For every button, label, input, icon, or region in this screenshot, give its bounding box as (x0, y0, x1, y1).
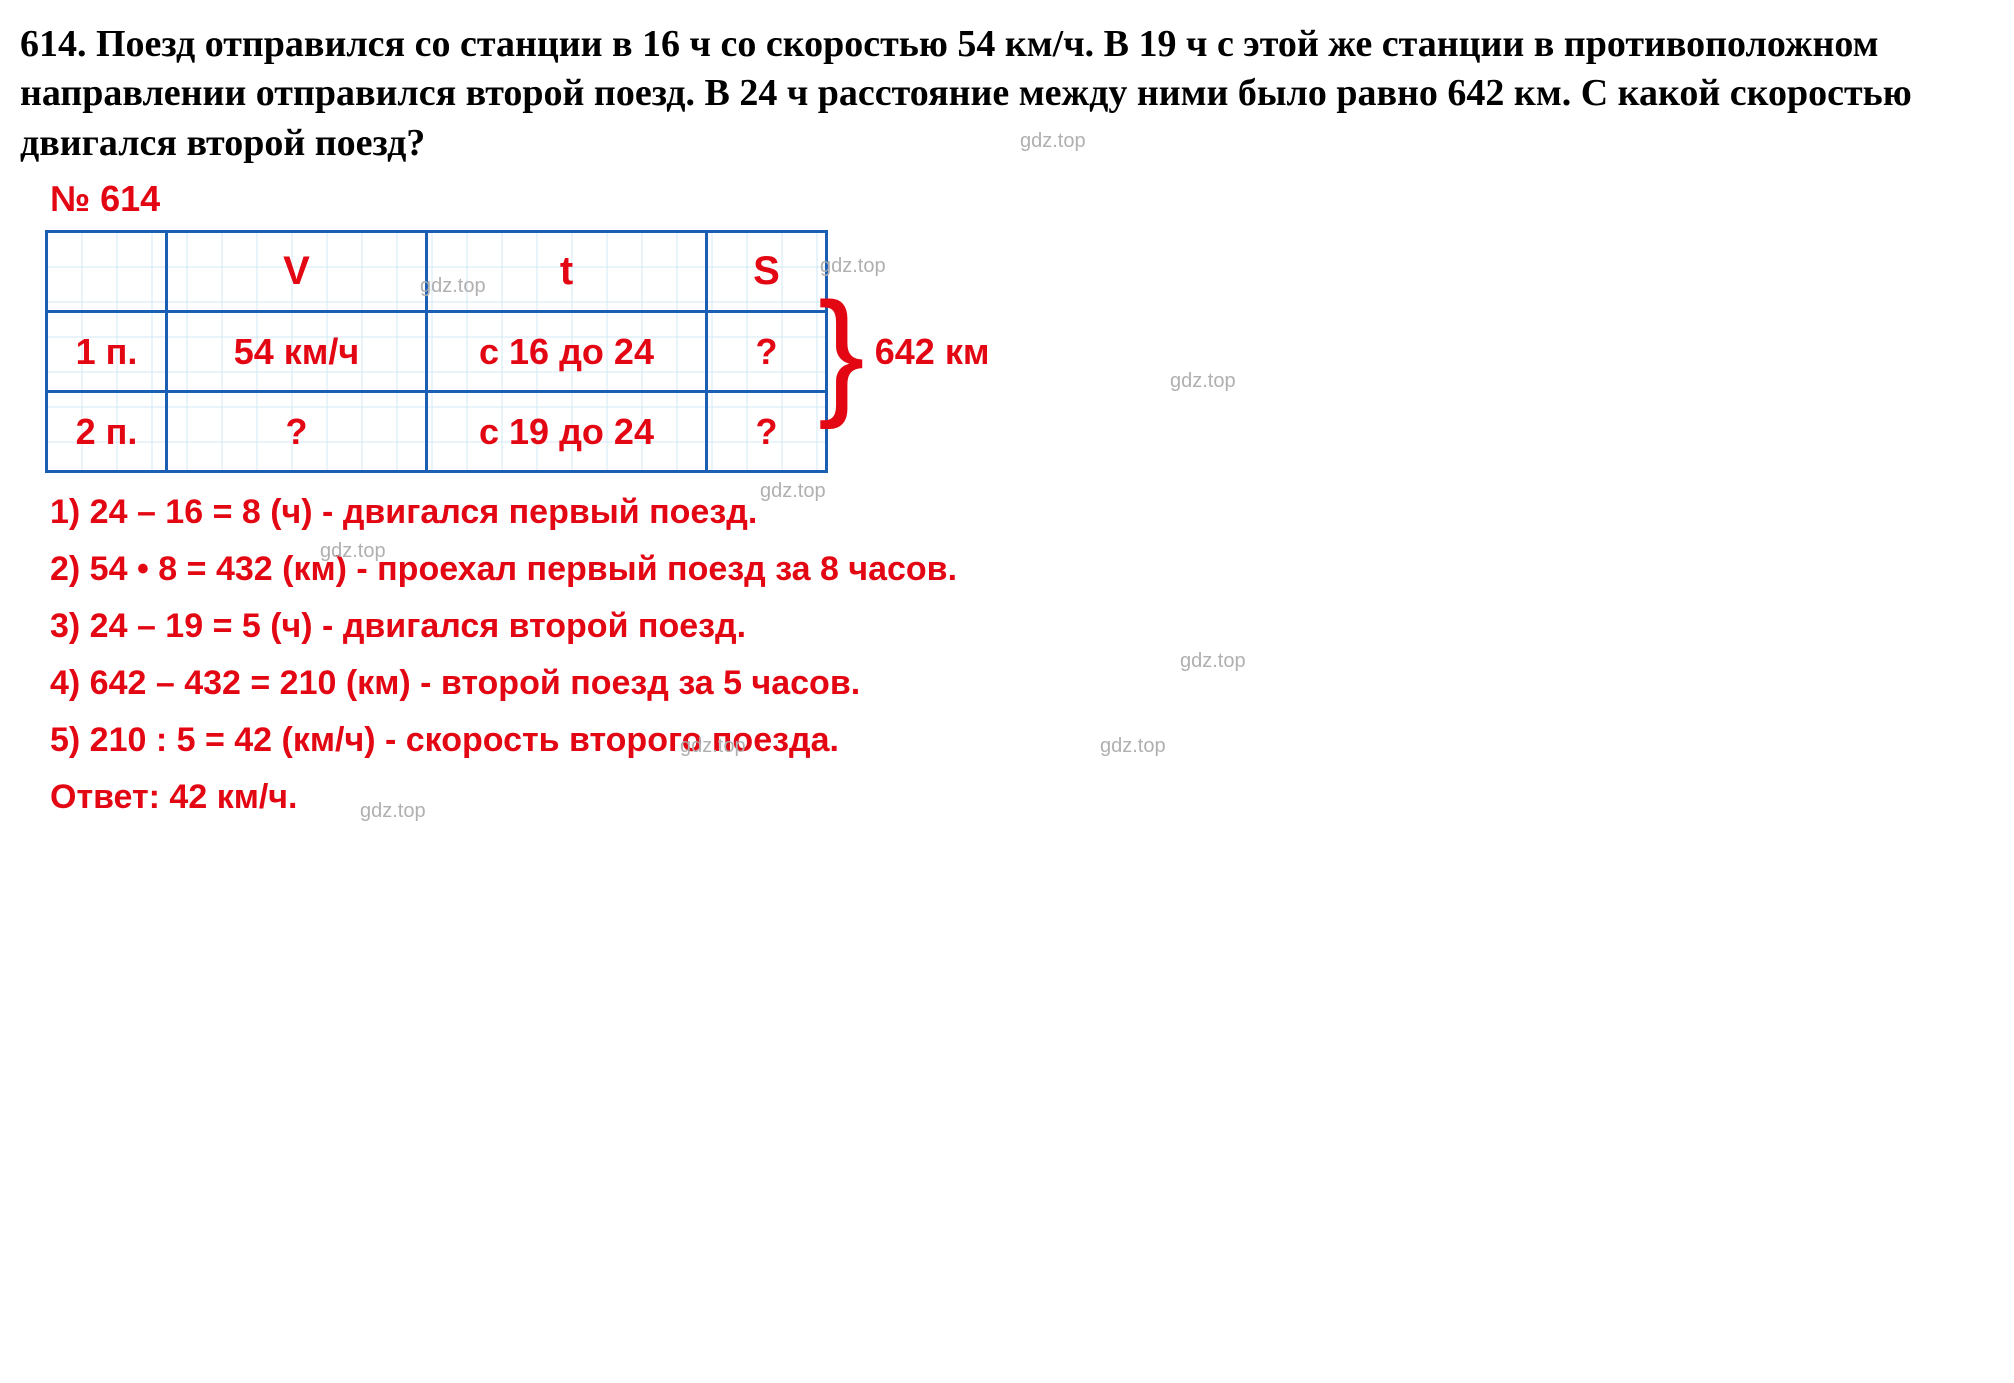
cell-t-2: с 19 до 24 (427, 392, 707, 472)
watermark: gdz.top (760, 480, 826, 503)
solution-number: № 614 (50, 178, 1994, 220)
table-row: 1 п. 54 км/ч с 16 до 24 ? (47, 312, 827, 392)
solution-step-1: 1) 24 – 16 = 8 (ч) - двигался первый пое… (50, 493, 1994, 532)
cell-s-1: ? (707, 312, 827, 392)
answer: Ответ: 42 км/ч. (50, 778, 1994, 817)
row-label-1: 1 п. (47, 312, 167, 392)
watermark: gdz.top (1180, 650, 1246, 673)
watermark: gdz.top (680, 735, 746, 758)
table-header-v: V (167, 232, 427, 312)
watermark: gdz.top (360, 800, 426, 823)
watermark: gdz.top (420, 275, 486, 298)
watermark: gdz.top (1020, 130, 1086, 153)
brace-container: } 642 км (818, 296, 989, 408)
solution-table-container: V t S 1 п. 54 км/ч с 16 до 24 ? 2 п. ? с… (45, 230, 1994, 473)
watermark: gdz.top (1100, 735, 1166, 758)
solution-step-3: 3) 24 – 19 = 5 (ч) - двигался второй пое… (50, 607, 1994, 646)
table-header-t: t (427, 232, 707, 312)
solution-step-5: 5) 210 : 5 = 42 (км/ч) - скорость второг… (50, 721, 1994, 760)
problem-number: 614. (20, 23, 87, 65)
cell-t-1: с 16 до 24 (427, 312, 707, 392)
watermark: gdz.top (320, 540, 386, 563)
brace-label: 642 км (875, 331, 990, 373)
problem-statement: 614. Поезд отправился со станции в 16 ч … (20, 20, 1994, 168)
solution-step-4: 4) 642 – 432 = 210 (км) - второй поезд з… (50, 664, 1994, 703)
table-row: 2 п. ? с 19 до 24 ? (47, 392, 827, 472)
problem-text-content: Поезд отправился со станции в 16 ч со ск… (20, 23, 1912, 164)
brace-icon: } (818, 296, 865, 408)
cell-s-2: ? (707, 392, 827, 472)
cell-v-1: 54 км/ч (167, 312, 427, 392)
watermark: gdz.top (1170, 370, 1236, 393)
row-label-2: 2 п. (47, 392, 167, 472)
cell-v-2: ? (167, 392, 427, 472)
table-header-s: S (707, 232, 827, 312)
watermark: gdz.top (820, 255, 886, 278)
table-header-empty (47, 232, 167, 312)
solution-table: V t S 1 п. 54 км/ч с 16 до 24 ? 2 п. ? с… (45, 230, 828, 473)
